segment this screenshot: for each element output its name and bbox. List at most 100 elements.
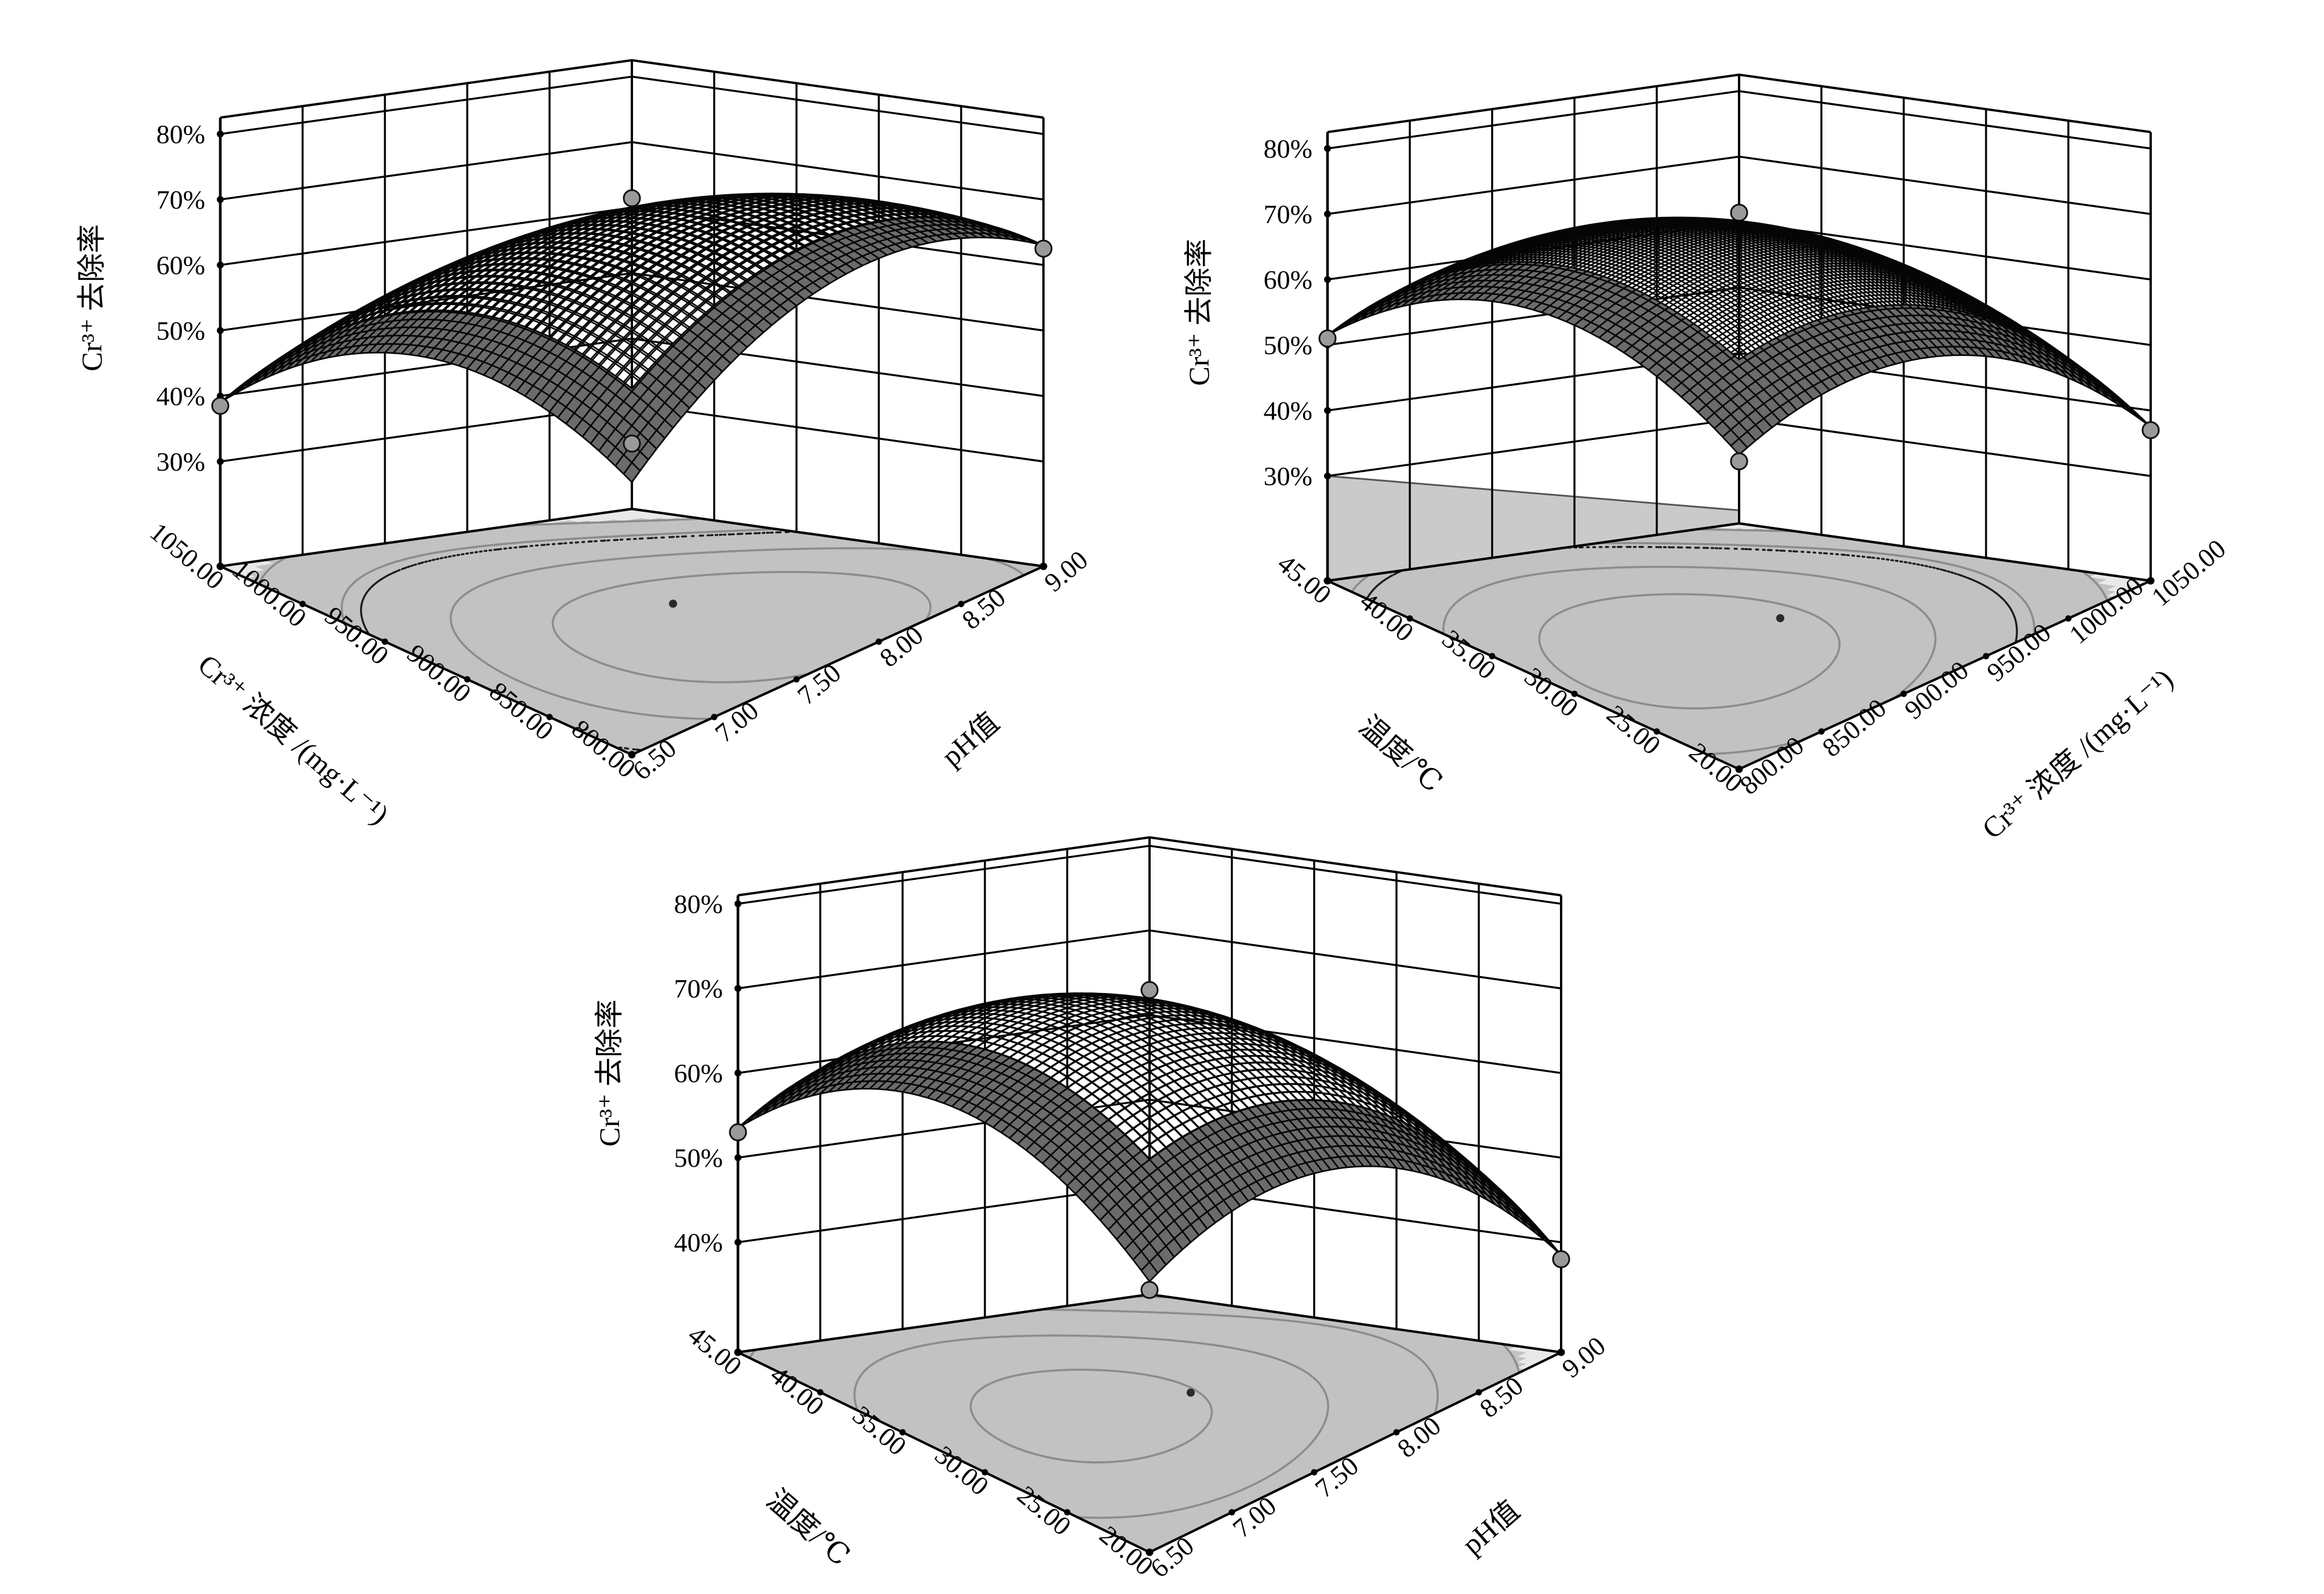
floor-contour-dotted (1366, 545, 2018, 644)
design-point-dot (211, 396, 230, 415)
z-tick-label: 40% (157, 381, 205, 411)
axis2-tick-label: 9.00 (1039, 545, 1093, 598)
floor-contour-line (551, 571, 932, 683)
axis1-tick-dot (734, 1349, 741, 1356)
design-point-dot (1140, 981, 1159, 999)
axis2-tick-dot (1475, 1389, 1482, 1396)
axis2-tick-dot (1736, 766, 1743, 773)
design-point-dot (729, 1123, 747, 1141)
z-tick-label: 30% (1264, 461, 1312, 491)
z-tick-label: 30% (157, 447, 205, 476)
axis2-tick-dot (711, 714, 718, 720)
axis1-tick-dot (217, 563, 224, 570)
axis1-title: 温度/℃ (1353, 709, 1449, 799)
axis2-tick-dot (1146, 1549, 1153, 1556)
z-axis-tick-dot (217, 196, 224, 203)
surface-plot-temp-vs-conc: 30%40%50%60%70%80%Cr³⁺ 去除率45.0040.0035.0… (1183, 73, 2231, 845)
z-tick-label: 50% (674, 1143, 723, 1173)
axis2-tick-dot (2147, 577, 2154, 584)
axis2-tick-dot (1393, 1429, 1400, 1436)
design-point-dot (1034, 239, 1053, 258)
axis2-title: pH值 (1456, 1494, 1526, 1560)
z-axis-tick-dot (734, 1154, 741, 1162)
axis2-tick-dot (1311, 1469, 1318, 1476)
axis1-tick-dot (1571, 690, 1578, 697)
axis1-tick-label: 1050.00 (144, 516, 230, 595)
axis2-tick-dot (875, 638, 882, 645)
z-tick-label: 40% (674, 1228, 723, 1257)
axis1-tick-dot (1064, 1509, 1071, 1516)
surface-plot-temp-vs-ph: 40%50%60%70%80%Cr³⁺ 去除率45.0040.0035.0030… (593, 836, 1611, 1584)
axis2-tick-dot (793, 676, 800, 683)
floor-contour-line (449, 547, 1025, 720)
z-axis-tick-dot (1324, 145, 1331, 152)
surface-mesh (1326, 216, 2152, 456)
design-point-dot (623, 434, 641, 453)
floor-contour-line (340, 528, 777, 624)
z-tick-label: 80% (1264, 134, 1312, 163)
axis2-tick-label: 1050.00 (2146, 533, 2231, 612)
axis2-tick-dot (1040, 563, 1047, 570)
axis2-tick-dot (1228, 1509, 1235, 1516)
z-tick-label: 40% (1264, 396, 1312, 425)
z-axis-title: Cr³⁺ 去除率 (593, 999, 625, 1147)
axis2-tick-dot (958, 601, 965, 607)
axis1-tick-dot (1653, 728, 1660, 735)
axis2-tick-dot (628, 751, 635, 758)
z-tick-label: 80% (674, 889, 723, 919)
axis2-tick-dot (1818, 728, 1825, 735)
design-point-dot (1140, 1280, 1159, 1299)
z-axis-tick-dot (734, 1239, 741, 1246)
axis1-tick-dot (981, 1469, 988, 1476)
floor-contour-line (853, 1334, 1329, 1519)
design-point-dot (1318, 329, 1337, 348)
floor-contour-line (1442, 566, 1937, 755)
axis1-tick-dot (899, 1429, 906, 1436)
z-tick-label: 50% (1264, 330, 1312, 360)
surface-mesh (219, 192, 1045, 483)
design-point-dot (1730, 452, 1748, 471)
z-axis-title: Cr³⁺ 去除率 (1183, 239, 1215, 386)
floor-contour-line (258, 518, 703, 585)
axis1-tick-dot (1489, 653, 1496, 660)
z-axis-tick-dot (734, 900, 741, 908)
floor-contour-line (1351, 542, 2035, 635)
z-tick-label: 80% (157, 119, 205, 149)
axis1-tick-dot (817, 1389, 824, 1396)
z-axis-title: Cr³⁺ 去除率 (75, 224, 108, 372)
axis1-tick-dot (381, 638, 388, 645)
z-axis-tick-dot (217, 130, 224, 138)
axis2-title: pH值 (935, 706, 1005, 773)
floor-contour-region (737, 1294, 1527, 1553)
z-axis-tick-dot (1324, 210, 1331, 218)
axis2-tick-dot (1558, 1349, 1565, 1356)
surface-mesh (737, 992, 1562, 1283)
floor-center-point (1776, 614, 1784, 623)
axis2-tick-dot (1983, 653, 1990, 660)
design-point-dot (1730, 203, 1748, 222)
z-tick-label: 70% (674, 974, 723, 1003)
z-axis-tick-dot (217, 327, 224, 334)
z-axis-tick-dot (1324, 276, 1331, 283)
axis1-tick-dot (546, 714, 553, 720)
floor-contour-dotted (360, 530, 797, 751)
axis2-tick-label: 9.00 (1556, 1331, 1611, 1384)
floor-contour-line (748, 1308, 1439, 1414)
z-axis-tick-dot (734, 1069, 741, 1077)
z-axis-tick-dot (734, 985, 741, 992)
z-tick-label: 50% (157, 316, 205, 345)
axis1-title: Cr³⁺ 浓度 /(mg·L⁻¹) (192, 648, 395, 831)
design-point-dot (2141, 421, 2160, 439)
axis1-tick-dot (1406, 615, 1413, 622)
z-tick-label: 60% (157, 250, 205, 280)
axis2-tick-dot (2065, 615, 2072, 622)
z-axis-tick-dot (217, 458, 224, 465)
floor-center-point (669, 599, 677, 608)
design-point-dot (1552, 1250, 1570, 1268)
axis2-tick-dot (1900, 690, 1907, 697)
z-tick-label: 70% (1264, 199, 1312, 229)
floor-contour-line (1538, 593, 1841, 709)
z-tick-label: 60% (674, 1058, 723, 1088)
